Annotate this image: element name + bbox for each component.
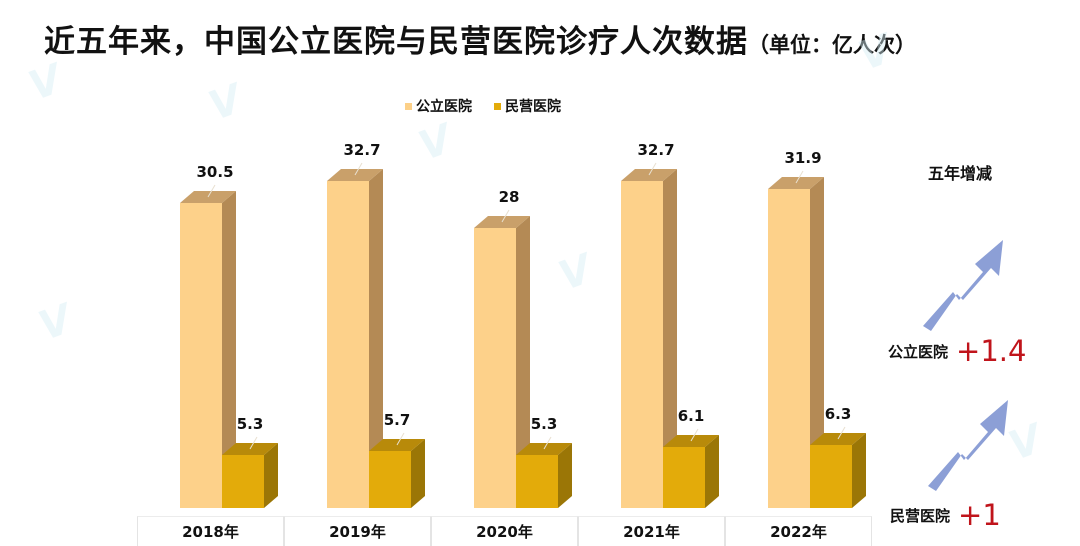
bar-private-3-side	[705, 435, 719, 508]
delta-public: 公立医院 +1.4	[888, 334, 1026, 368]
legend-item-private: 民营医院	[494, 96, 561, 116]
side-panel-title: 五年增减	[928, 164, 993, 183]
category-label: 2018年	[137, 516, 284, 546]
value-label-public: 31.9	[784, 149, 822, 167]
bar-public-2-side	[516, 216, 530, 508]
leader-line	[795, 170, 804, 184]
value-label-private: 6.3	[824, 405, 852, 423]
value-label-public: 30.5	[196, 163, 234, 181]
bar-private-4-front	[810, 445, 852, 508]
bar-private-4-side	[852, 433, 866, 508]
legend-swatch-private	[494, 102, 501, 110]
trend-up-arrow-icon	[928, 400, 1008, 491]
bar-public-3-front	[621, 181, 663, 508]
delta-private: 民营医院 +1	[890, 498, 1001, 532]
bar-public-4-front	[768, 189, 810, 508]
delta-private-name: 民营医院	[890, 506, 951, 525]
leader-line	[396, 432, 405, 446]
bar-private-1-side	[411, 439, 425, 508]
leader-line	[543, 436, 552, 450]
delta-public-name: 公立医院	[888, 342, 949, 361]
bar-public-0-front	[180, 203, 222, 508]
leader-line	[690, 428, 699, 442]
leader-line	[501, 209, 510, 223]
leader-line	[648, 162, 657, 176]
value-label-public: 32.7	[343, 141, 381, 159]
value-label-public: 28	[498, 188, 520, 206]
bar-private-1-front	[369, 451, 411, 508]
category-label: 2019年	[284, 516, 431, 546]
legend: 公立医院 民营医院	[405, 96, 561, 116]
title-main: 近五年来，中国公立医院与民营医院诊疗人次数据	[44, 24, 748, 60]
title-unit: （单位：亿人次）	[748, 33, 916, 57]
legend-label-private: 民营医院	[505, 99, 561, 115]
bar-public-1-front	[327, 181, 369, 508]
leader-line	[354, 162, 363, 176]
legend-swatch-public	[405, 102, 412, 110]
bar-public-4-side	[810, 177, 824, 508]
bar-public-0-side	[222, 191, 236, 508]
chart-title: 近五年来，中国公立医院与民营医院诊疗人次数据（单位：亿人次）	[44, 16, 916, 61]
category-label: 2020年	[431, 516, 578, 546]
delta-public-value: +1.4	[956, 334, 1027, 368]
category-label: 2022年	[725, 516, 872, 546]
delta-private-value: +1	[958, 498, 1001, 532]
legend-item-public: 公立医院	[405, 96, 472, 116]
value-label-private: 6.1	[677, 407, 705, 425]
bar-private-3-front	[663, 447, 705, 508]
bar-private-2-front	[516, 455, 558, 508]
bar-public-2-front	[474, 228, 516, 508]
leader-line	[207, 184, 216, 198]
value-label-private: 5.3	[236, 415, 264, 433]
bar-public-3-side	[663, 169, 677, 508]
value-label-private: 5.7	[383, 411, 411, 429]
bar-public-1-side	[369, 169, 383, 508]
bar-private-0-front	[222, 455, 264, 508]
value-label-private: 5.3	[530, 415, 558, 433]
trend-up-arrow-icon	[923, 240, 1003, 331]
leader-line	[249, 436, 258, 450]
category-label: 2021年	[578, 516, 725, 546]
legend-label-public: 公立医院	[416, 99, 472, 115]
value-label-public: 32.7	[637, 141, 675, 159]
bar-private-2-side	[558, 443, 572, 508]
bar-private-0-side	[264, 443, 278, 508]
leader-line	[837, 426, 846, 440]
